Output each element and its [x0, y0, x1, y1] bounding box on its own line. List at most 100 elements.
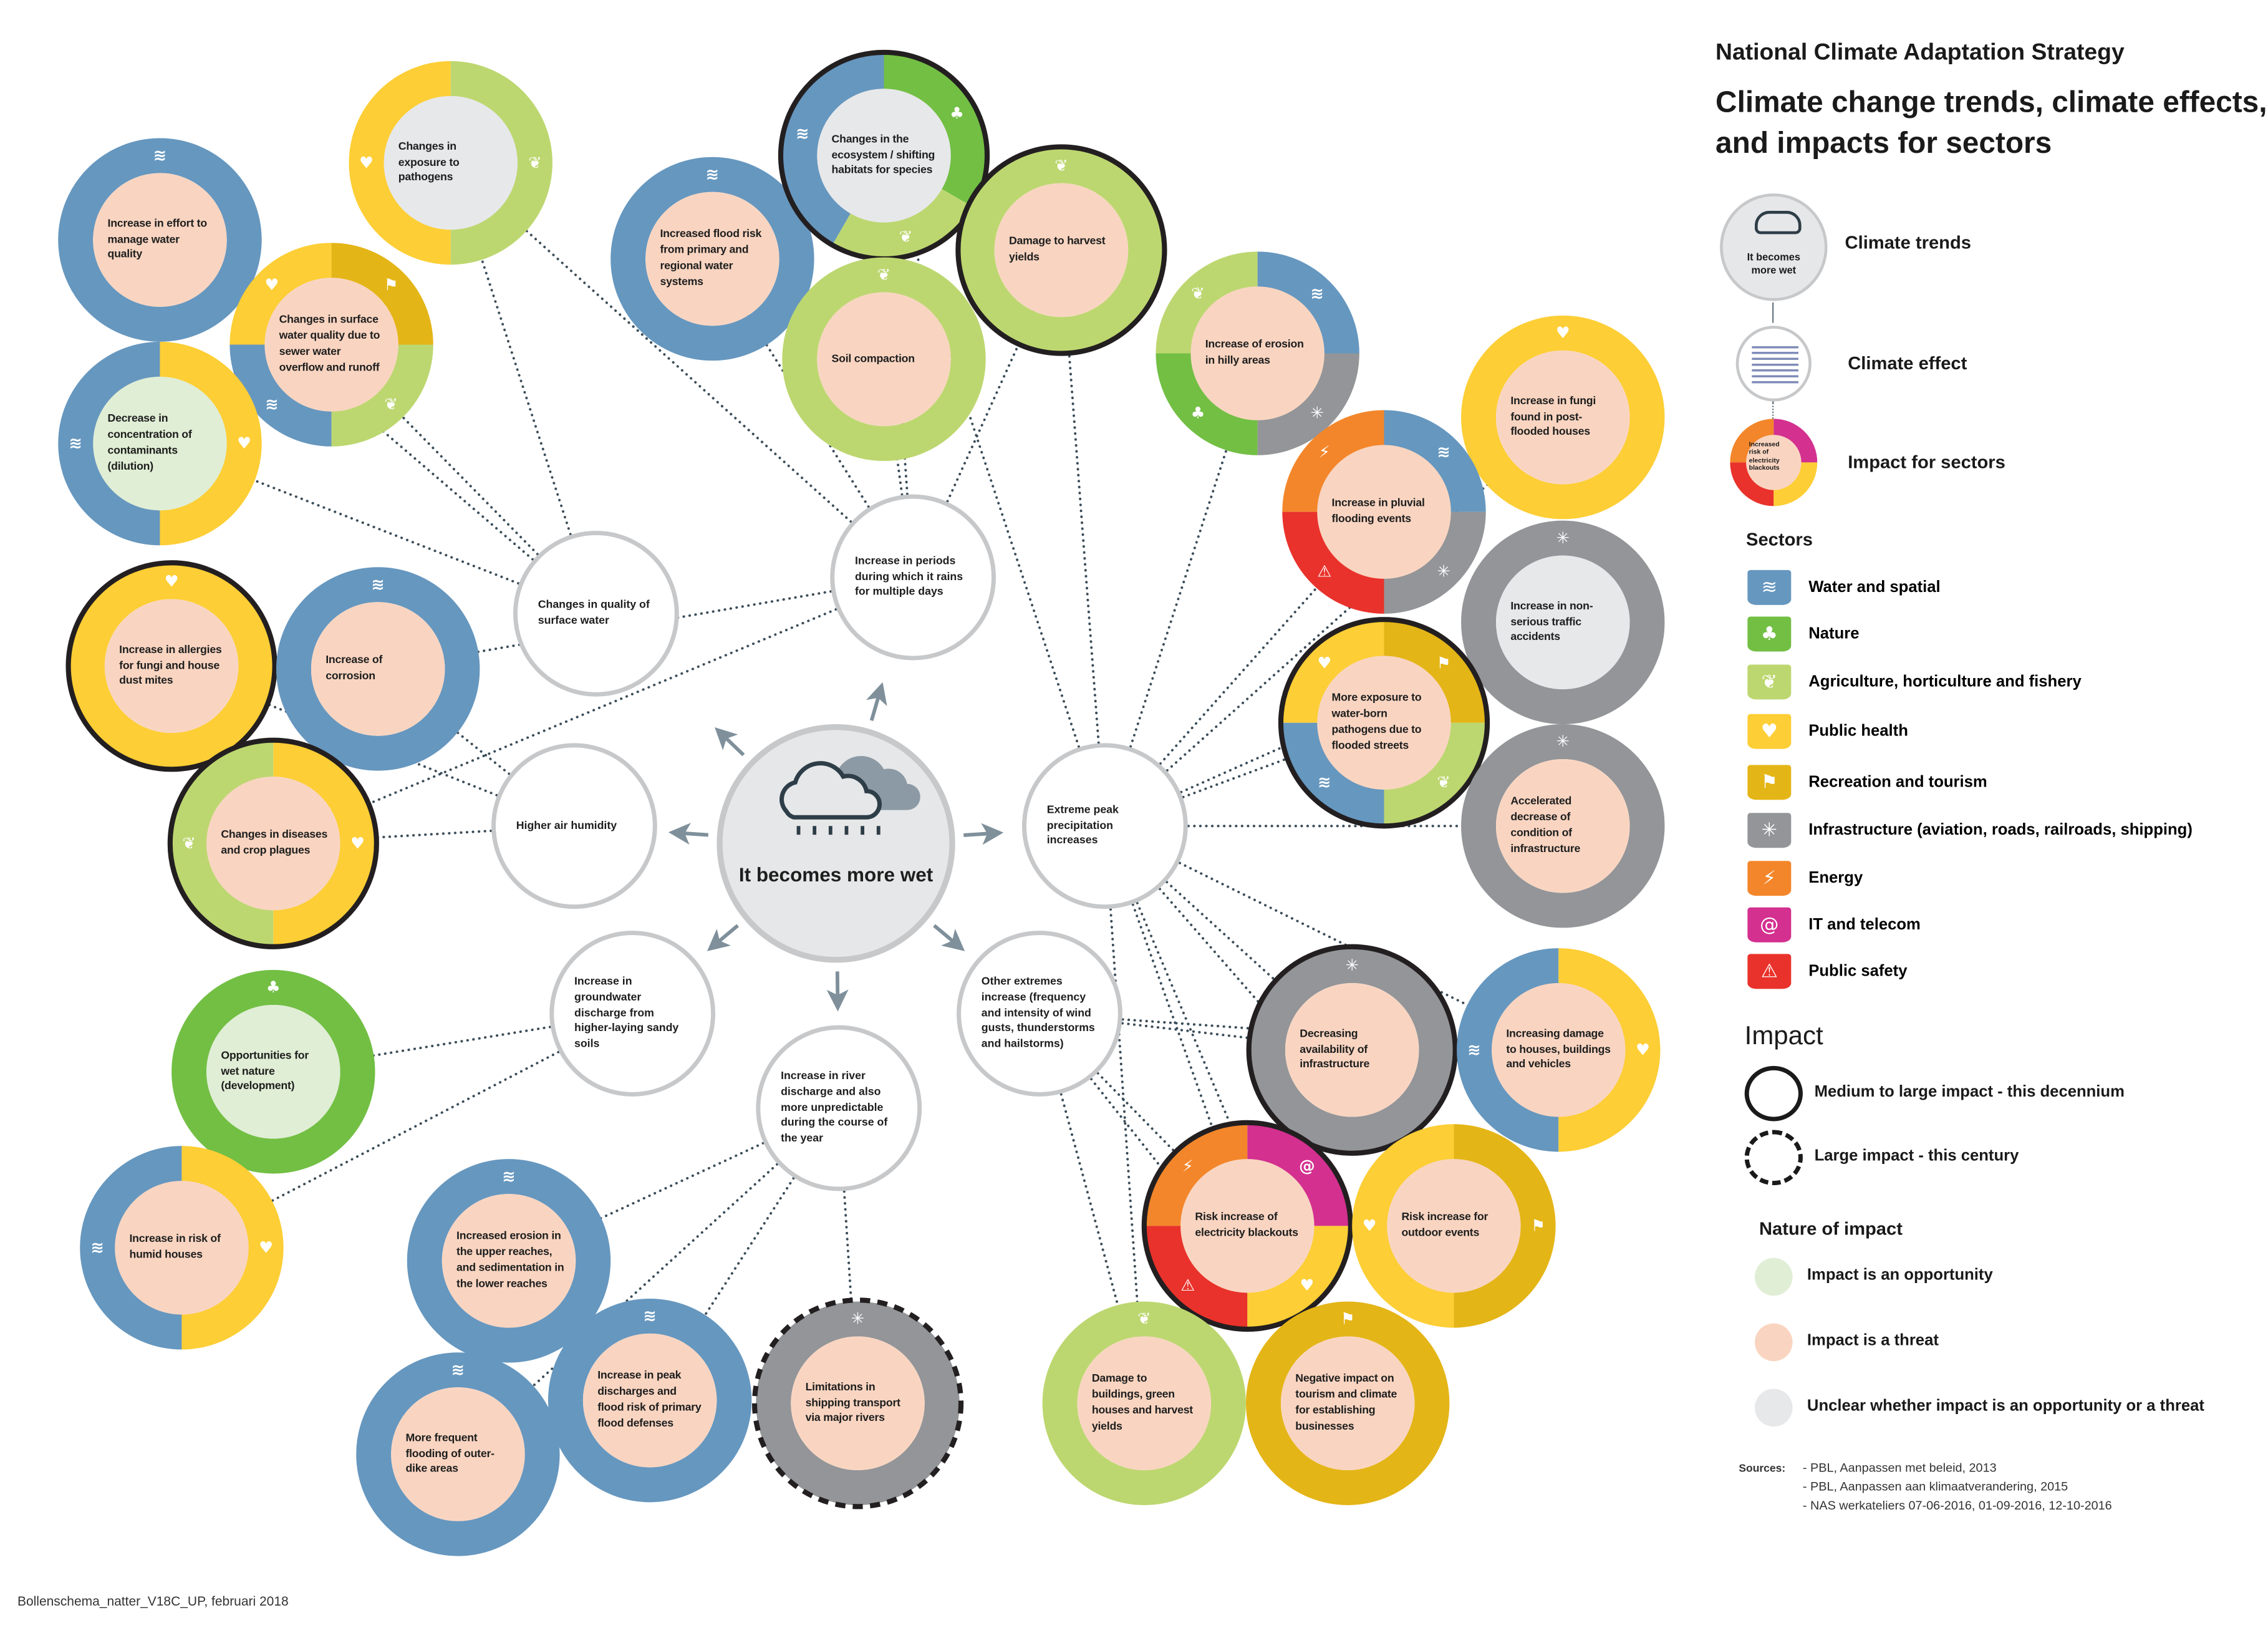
- impact-label: More frequent flooding of outer-dike are…: [405, 1430, 495, 1475]
- legend-dotted-link: [1772, 401, 1774, 419]
- sector-ring: [1352, 1124, 1556, 1328]
- sector-segment-health: [1558, 948, 1661, 1152]
- water-icon: ≋: [643, 1306, 657, 1326]
- climate-effect-label: Other extremes increase (frequency and i…: [981, 974, 1095, 1050]
- opportunity-swatch: [1754, 1258, 1793, 1296]
- wheat-fish-icon: ❦: [384, 394, 398, 414]
- impact-nature-threat: [1077, 1336, 1212, 1471]
- threat-swatch: [1754, 1323, 1793, 1362]
- sector-ring: [782, 257, 986, 462]
- sector-legend-item: ⚑ Recreation and tourism: [1747, 765, 1987, 800]
- sector-segment-health: [273, 742, 375, 946]
- water-icon: ≋: [796, 124, 809, 143]
- impact-label: Increase in effort to manage water quali…: [107, 216, 208, 261]
- effect-impact-link: [882, 154, 1106, 828]
- water-icon: ≋: [705, 165, 720, 184]
- sector-impact-node: ≋ ♣ ❦ Changes in the ecosystem / shifting h…: [776, 48, 992, 263]
- large-impact-label: Large impact - this century: [1814, 1147, 2019, 1165]
- sector-label: Water and spatial: [1808, 578, 1941, 596]
- water-icon: ≋: [69, 434, 82, 453]
- sector-segment-agri: [959, 148, 1164, 352]
- effect-impact-link: [1103, 721, 1386, 828]
- infrastructure-icon: ✳: [1556, 732, 1570, 752]
- sector-segment-water: [1257, 251, 1359, 354]
- impact-label: Increase of corrosion: [326, 653, 383, 682]
- impact-nature-threat: [1190, 286, 1325, 420]
- sector-segment-water: [1457, 948, 1559, 1152]
- sector-segment-safety: [1282, 511, 1384, 614]
- sector-segment-nature: [1156, 353, 1258, 455]
- sector-segment-water: [229, 344, 332, 447]
- impact-nature-threat: [1496, 758, 1630, 893]
- sector-segment-agri: [450, 61, 553, 265]
- impact-label: Changes in exposure to pathogens: [398, 139, 460, 184]
- impact-label: Damage to buildings, green houses and ha…: [1091, 1372, 1193, 1432]
- impact-label: Decreasing availability of infrastructur…: [1300, 1026, 1370, 1071]
- sector-ring: [1282, 410, 1486, 614]
- impact-label: Changes in surface water quality due to …: [279, 313, 380, 374]
- sector-impact-node: ❦ Damage to harvest yields: [953, 142, 1169, 357]
- sector-ring: [1042, 1301, 1247, 1505]
- effect-impact-link: [649, 1107, 841, 1402]
- sector-ring: [349, 61, 553, 265]
- sector-ring: [229, 243, 433, 447]
- heart-icon: ♥: [1317, 653, 1332, 673]
- heart-icon: ♥: [1300, 1276, 1315, 1296]
- infrastructure-icon: ✳: [1310, 403, 1324, 423]
- impact-nature-unclear: [817, 89, 951, 223]
- trend-arrow: [826, 971, 849, 1012]
- sector-segment-agri: [832, 188, 972, 258]
- impact-label: Soil compaction: [831, 351, 915, 365]
- climate-effect-node: Changes in quality of surface water: [513, 530, 679, 697]
- legend-effect-sample: [1735, 326, 1812, 402]
- tree-icon: ♣: [950, 104, 965, 124]
- impact-label: Increased erosion in the upper reaches, …: [456, 1229, 564, 1290]
- opportunity-label: Impact is an opportunity: [1807, 1266, 1993, 1284]
- sources-label: Sources:: [1739, 1461, 1786, 1475]
- impact-label: Opportunities for wet nature (developmen…: [221, 1048, 309, 1093]
- climate-effect-node: Increase in river discharge and also mor…: [756, 1025, 922, 1191]
- water-icon: ≋: [1437, 442, 1450, 462]
- sector-segment-infra: [1461, 520, 1665, 725]
- impact-label: Changes in the ecosystem / shifting habi…: [831, 132, 935, 177]
- effect-impact-link: [449, 162, 915, 579]
- impact-nature-threat: [206, 776, 340, 911]
- sector-ring: [548, 1298, 752, 1503]
- runner-icon: ⚑: [1747, 765, 1792, 800]
- heart-icon: ♥: [1555, 323, 1570, 343]
- climate-effect-label: Extreme peak precipitation increases: [1046, 802, 1119, 847]
- impact-label: Increase in fungi found in post-flooded …: [1510, 394, 1596, 439]
- impact-label: Damage to harvest yields: [1008, 234, 1106, 263]
- sector-impact-node: ❦ ♥ Changes in diseases and crop plagues: [166, 736, 381, 951]
- medium-impact-border: [955, 144, 1167, 356]
- sector-impact-node: ≋ ♥ Decrease in concentration of contamina…: [52, 336, 268, 551]
- climate-effect-label: Changes in quality of surface water: [538, 598, 650, 627]
- lightning-icon: ⚡: [1747, 861, 1792, 896]
- sector-segment-health: [181, 1146, 284, 1350]
- legend-impact-sample-label: Increased risk of electricity blackouts: [1749, 440, 1780, 472]
- legend-trend-sample-label: It becomes more wet: [1747, 253, 1800, 277]
- heart-icon: ♥: [359, 153, 374, 173]
- unclear-swatch: [1754, 1388, 1793, 1427]
- impact-label: Increased flood risk from primary and re…: [660, 227, 762, 288]
- heart-icon: ♥: [1747, 714, 1792, 749]
- sector-legend-item: @ IT and telecom: [1747, 907, 1921, 943]
- impact-nature-threat: [1317, 656, 1451, 790]
- trend-arrow: [933, 924, 965, 951]
- sector-label: Public safety: [1808, 962, 1908, 981]
- impact-nature-threat: [1496, 350, 1630, 485]
- legend-impact-label: Impact for sectors: [1848, 452, 2005, 473]
- trend-arrow: [707, 924, 739, 951]
- impact-label: More exposure to water-born pathogens du…: [1331, 691, 1422, 752]
- climate-effect-node: Extreme peak precipitation increases: [1021, 743, 1188, 909]
- warning-icon: ⚠: [1317, 562, 1332, 581]
- impact-label: Increase in non-serious traffic accident…: [1510, 599, 1593, 644]
- sector-legend-item: ≋ Water and spatial: [1747, 569, 1941, 605]
- at-sign-icon: @: [1747, 907, 1792, 943]
- heart-icon: ♥: [164, 572, 179, 591]
- impact-nature-threat: [1280, 1336, 1415, 1471]
- sector-segment-recreation: [1246, 1301, 1450, 1505]
- sector-segment-nature: [171, 970, 375, 1174]
- impact-label: Increase of erosion in hilly areas: [1205, 337, 1304, 367]
